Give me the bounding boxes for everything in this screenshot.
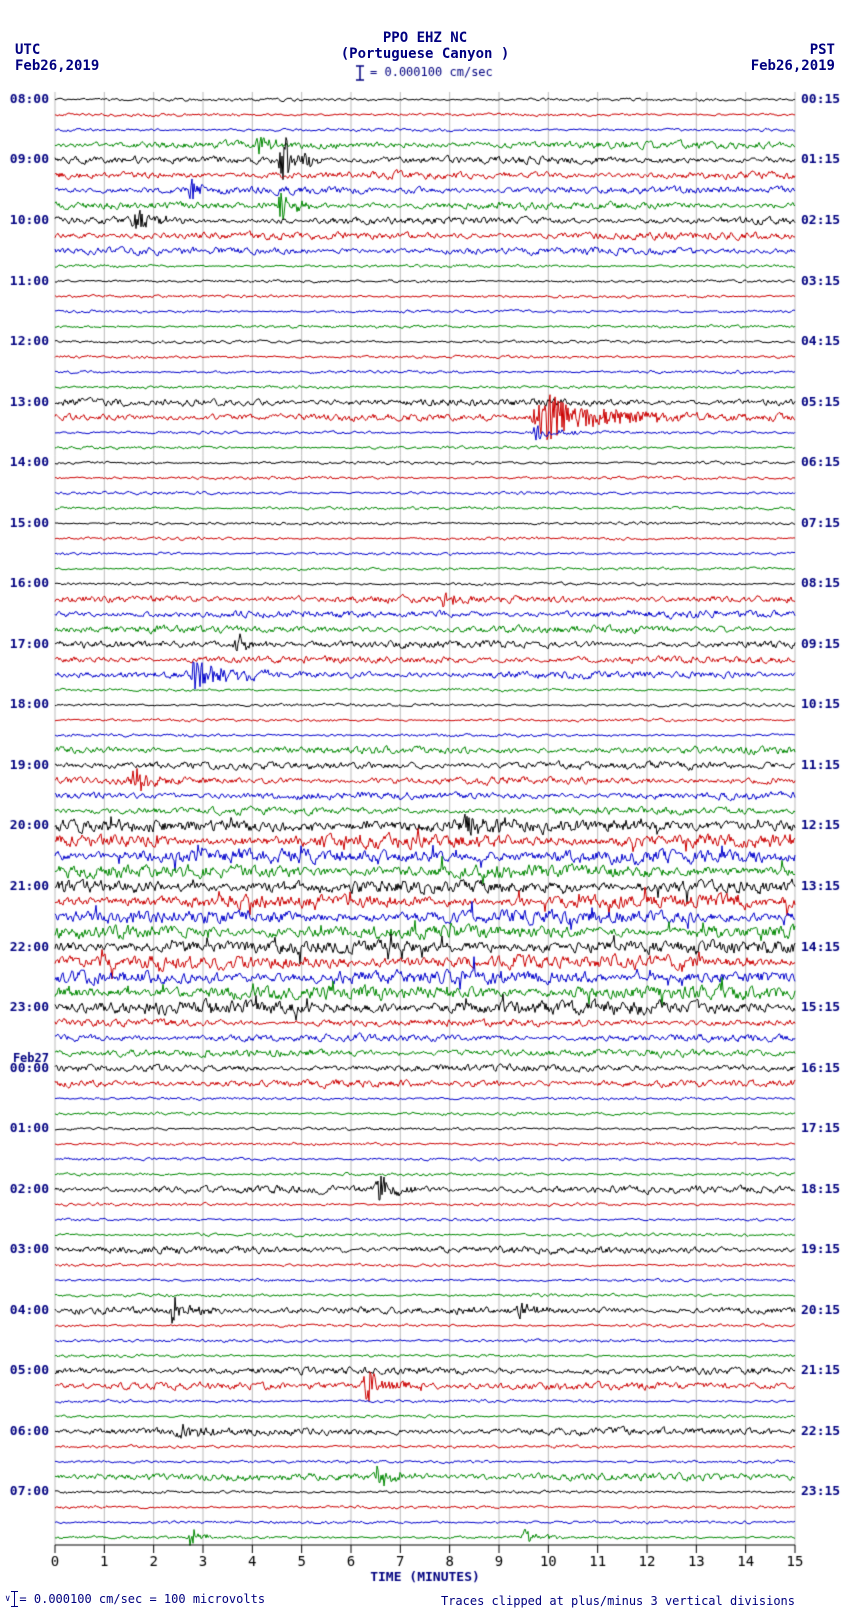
footer-scale: ∨ = 0.000100 cm/sec = 100 microvolts: [5, 1592, 265, 1606]
utc-label: UTC: [15, 42, 40, 58]
pst-date: Feb26,2019: [751, 58, 835, 74]
station-code: PPO EHZ NC: [383, 30, 467, 46]
seismogram-canvas: [0, 0, 850, 1613]
utc-date: Feb26,2019: [15, 58, 99, 74]
footer-clip: Traces clipped at plus/minus 3 vertical …: [441, 1594, 795, 1608]
station-name: (Portuguese Canyon ): [341, 46, 510, 62]
pst-label: PST: [810, 42, 835, 58]
